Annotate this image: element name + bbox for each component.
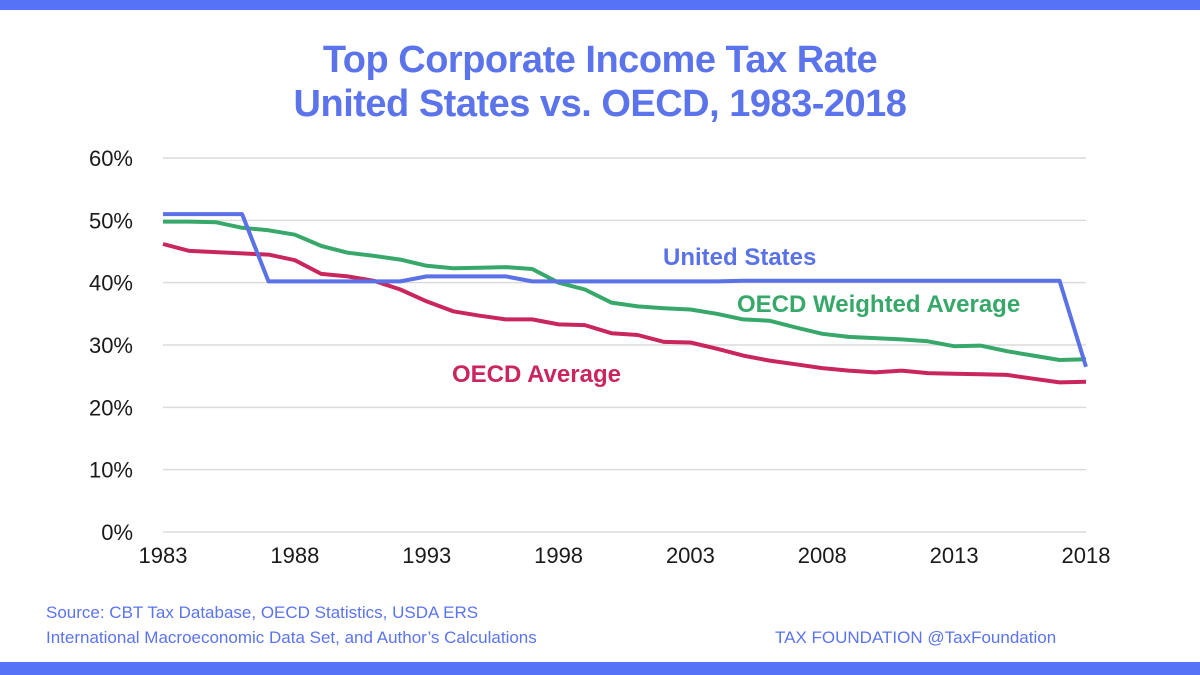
x-tick-label: 1983 (139, 543, 188, 568)
x-tick-label: 2018 (1062, 543, 1111, 568)
label-oecd-weighted-average: OECD Weighted Average (737, 291, 1020, 318)
source-note: Source: CBT Tax Database, OECD Statistic… (46, 600, 537, 650)
x-tick-label: 1998 (534, 543, 583, 568)
x-axis-ticks: 1983 1988 1993 1998 2003 2008 2013 2018 (139, 543, 1111, 568)
label-united-states: United States (663, 244, 816, 271)
y-tick-label: 0% (101, 520, 133, 545)
series-line-oecd-average (162, 242, 1087, 385)
y-tick-label: 30% (89, 333, 133, 358)
y-axis-ticks: 0% 10% 20% 30% 40% 50% 60% (89, 146, 133, 545)
series-line-oecd-weighted-average (163, 219, 1087, 362)
source-line-1: Source: CBT Tax Database, OECD Statistic… (46, 603, 479, 622)
x-tick-label: 1993 (402, 543, 451, 568)
series-line-united-states (163, 212, 1088, 368)
y-tick-label: 50% (89, 208, 133, 233)
chart-title-block: Top Corporate Income Tax Rate United Sta… (0, 38, 1200, 126)
top-accent-bar (0, 0, 1200, 10)
x-tick-label: 1988 (270, 543, 319, 568)
x-tick-label: 2013 (930, 543, 979, 568)
brand-credit: TAX FOUNDATION @TaxFoundation (775, 628, 1057, 647)
chart-subtitle: United States vs. OECD, 1983-2018 (293, 83, 907, 125)
x-tick-label: 2008 (798, 543, 847, 568)
label-oecd-average: OECD Average (452, 361, 621, 388)
x-tick-label: 2003 (666, 543, 715, 568)
series-labels: United States OECD Weighted Average OECD… (452, 244, 1020, 388)
source-line-2: International Macroeconomic Data Set, an… (46, 628, 537, 647)
y-tick-label: 40% (89, 271, 133, 296)
y-tick-label: 10% (89, 458, 133, 483)
y-tick-label: 60% (89, 146, 133, 171)
y-tick-label: 20% (89, 395, 133, 420)
bottom-accent-bar (0, 662, 1200, 675)
chart-title: Top Corporate Income Tax Rate (322, 39, 878, 81)
series-lines (162, 212, 1088, 385)
